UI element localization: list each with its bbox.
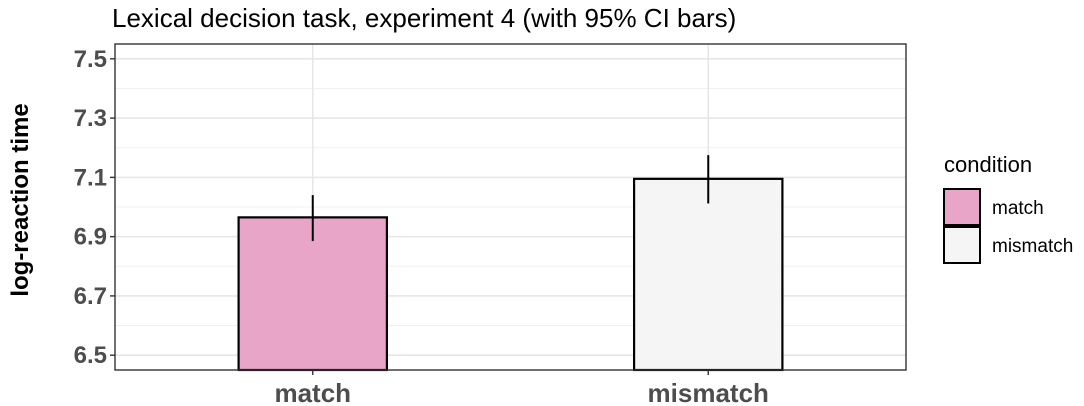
y-tick-label: 6.5 [74,342,107,369]
x-tick-label: match [274,378,351,406]
legend-key-mismatch [943,226,981,264]
legend-key-match [943,188,981,226]
y-tick-label: 6.7 [74,283,107,310]
y-tick-label: 7.1 [74,164,107,191]
legend-label-mismatch: mismatch [992,236,1073,257]
plot-panel: 6.5 6.7 6.9 7.1 7.3 7.5 match mismatch [74,43,907,406]
y-tick-label: 7.5 [74,46,107,73]
chart-title: Lexical decision task, experiment 4 (wit… [112,3,736,33]
y-axis-label: log-reaction time [7,103,34,296]
bar-mismatch [632,177,784,372]
panel-border [114,43,907,371]
legend-title: condition [944,152,1032,177]
legend: condition match mismatch [943,152,1073,264]
y-tick-label: 6.9 [74,224,107,251]
legend-label-match: match [992,198,1044,219]
y-tick-label: 7.3 [74,105,107,132]
x-tick-label: mismatch [648,378,769,406]
